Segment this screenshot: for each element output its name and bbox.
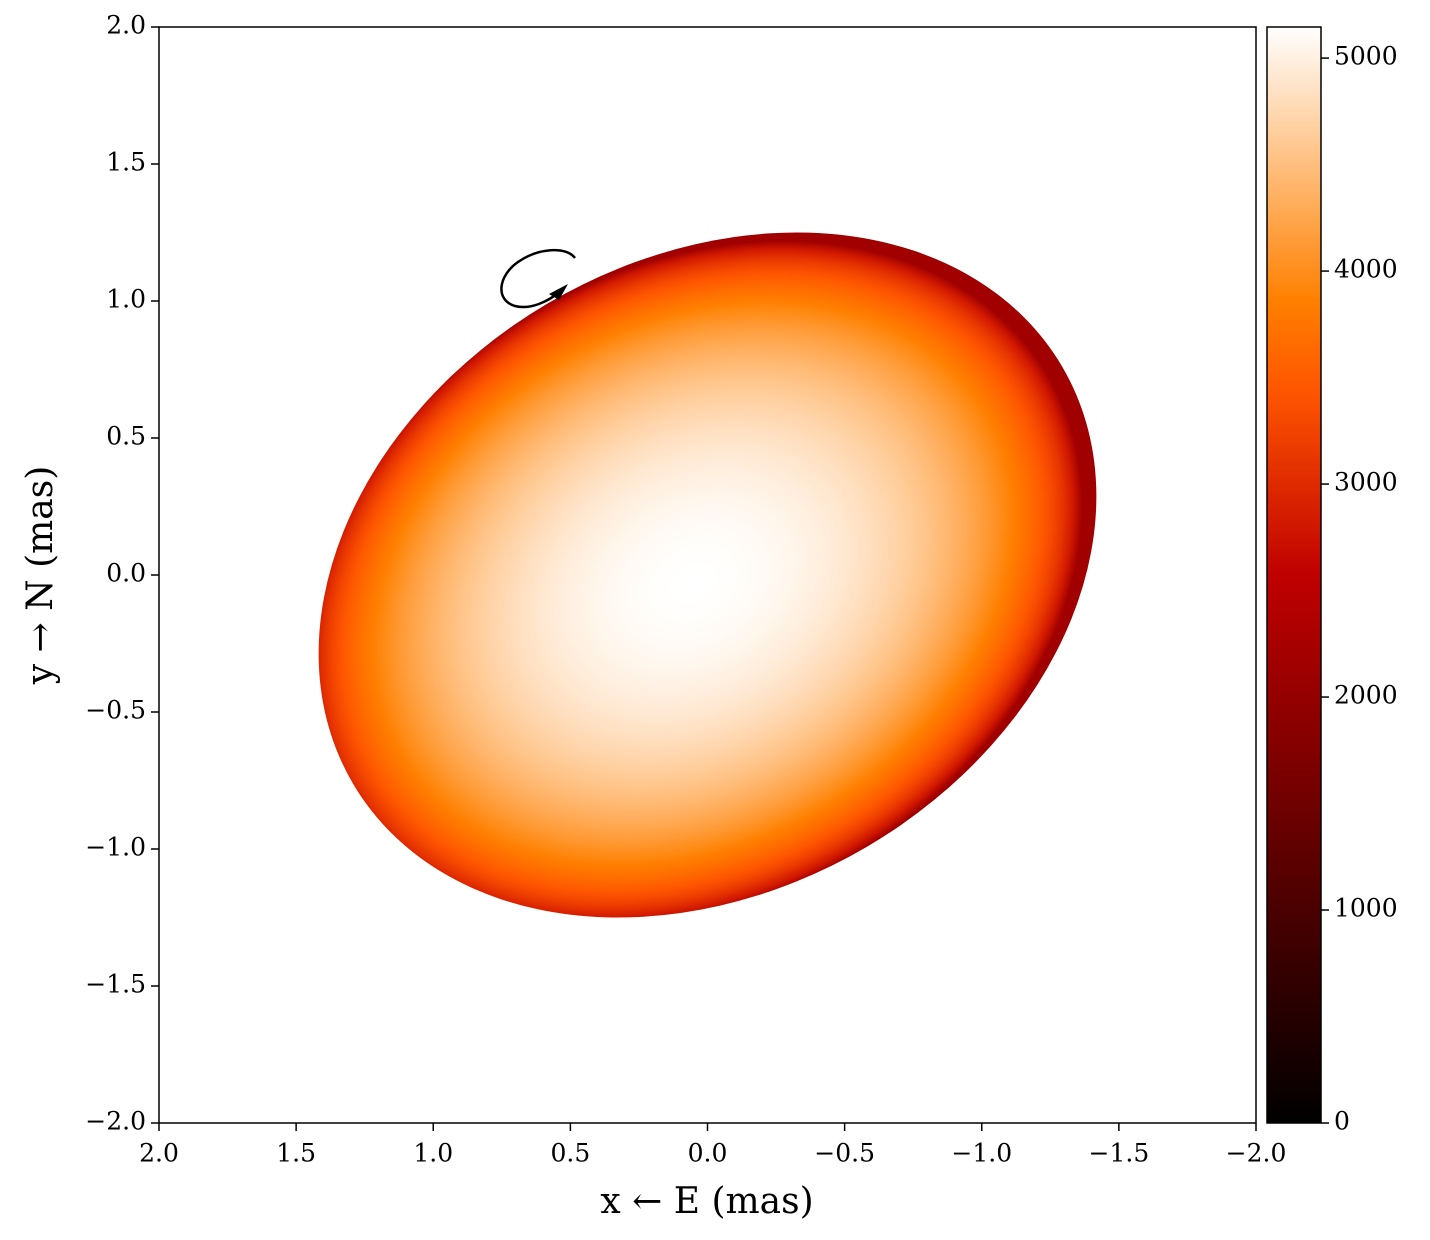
colorbar-tick-label: 5000 [1334, 42, 1398, 71]
y-tick-label: 1.5 [106, 148, 146, 177]
x-tick-label: −1.0 [951, 1139, 1012, 1168]
y-tick-label: −1.5 [85, 970, 146, 999]
y-tick-label: 0.0 [106, 559, 146, 588]
y-tick-label: −2.0 [85, 1107, 146, 1136]
y-tick-label: 0.5 [106, 422, 146, 451]
x-tick-label: 0.0 [688, 1139, 728, 1168]
x-tick-label: 2.0 [139, 1139, 179, 1168]
x-tick-label: 0.5 [550, 1139, 590, 1168]
x-tick-label: 1.0 [413, 1139, 453, 1168]
rotation-arrow [500, 248, 576, 309]
y-tick-label: 2.0 [106, 11, 146, 40]
colorbar-tick-label: 0 [1334, 1107, 1350, 1136]
colorbar-tick-label: 1000 [1334, 894, 1398, 923]
x-tick-label: −1.5 [1089, 1139, 1150, 1168]
colorbar-tick-label: 4000 [1334, 255, 1398, 284]
y-tick-label: 1.0 [106, 285, 146, 314]
colorbar-tick-label: 2000 [1334, 681, 1398, 710]
x-tick-label: −0.5 [814, 1139, 875, 1168]
rotation-arrowhead [549, 284, 568, 300]
colorbar-tick-label: 3000 [1334, 468, 1398, 497]
y-axis-label: y → N (mas) [20, 466, 61, 686]
x-tick-label: −2.0 [1226, 1139, 1287, 1168]
star-disk [318, 232, 1097, 918]
colorbar [1266, 26, 1322, 1124]
y-tick-label: −0.5 [85, 696, 146, 725]
plot-area [318, 232, 1097, 918]
x-tick-label: 1.5 [276, 1139, 316, 1168]
x-axis-label: x ← E (mas) [600, 1181, 813, 1222]
y-tick-label: −1.0 [85, 833, 146, 862]
